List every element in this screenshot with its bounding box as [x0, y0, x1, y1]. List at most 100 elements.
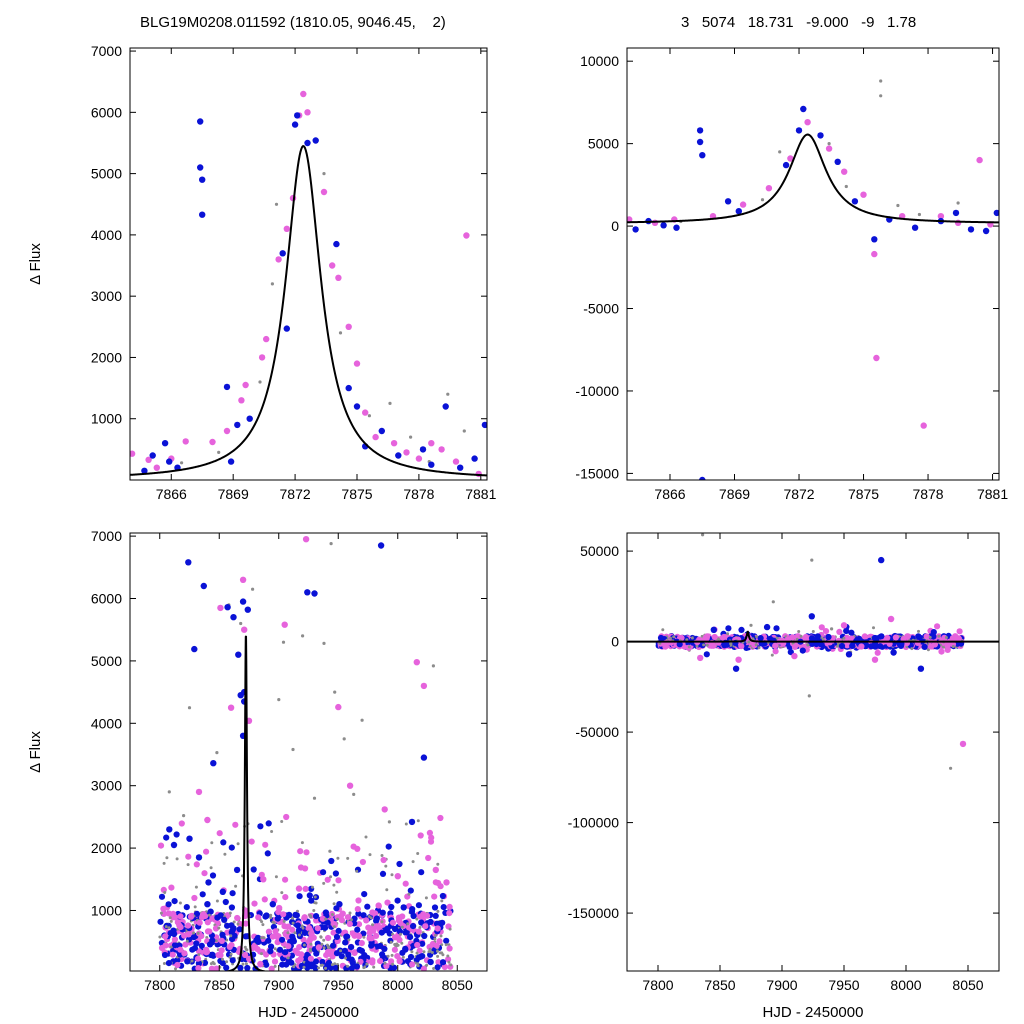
point-gray: [317, 966, 320, 970]
point-pink: [739, 201, 747, 208]
point-gray: [280, 891, 284, 895]
point-gray: [380, 920, 384, 924]
point-blue: [190, 934, 197, 941]
point-blue: [257, 823, 264, 830]
point-blue: [993, 209, 999, 217]
point-gray: [416, 852, 420, 855]
point-pink: [892, 634, 900, 641]
point-pink: [307, 955, 314, 962]
point-gray: [300, 924, 304, 928]
y-tick-label: 0: [611, 218, 619, 234]
point-pink: [283, 813, 290, 821]
point-gray: [330, 963, 334, 967]
point-gray: [291, 747, 295, 752]
point-blue: [443, 937, 450, 944]
point-pink: [765, 185, 773, 192]
point-pink: [130, 450, 136, 457]
model-curve: [130, 144, 487, 477]
point-blue: [199, 176, 206, 183]
point-pink: [203, 948, 211, 956]
point-blue: [878, 556, 885, 564]
point-blue: [165, 960, 172, 967]
point-pink: [204, 816, 211, 824]
point-blue: [313, 913, 320, 920]
point-blue: [229, 890, 236, 897]
point-gray: [190, 959, 194, 963]
point-pink: [181, 950, 188, 957]
point-pink: [861, 633, 868, 640]
point-pink: [335, 877, 342, 884]
point-pink: [212, 925, 220, 932]
point-gray: [726, 632, 730, 636]
point-blue: [849, 642, 856, 650]
point-blue: [407, 953, 415, 961]
point-pink: [396, 958, 403, 965]
point-gray: [296, 909, 299, 913]
point-gray: [842, 636, 846, 640]
point-gray: [338, 331, 343, 335]
point-gray: [424, 896, 428, 900]
point-pink: [344, 914, 351, 921]
point-blue: [274, 915, 281, 922]
point-pink: [436, 938, 443, 945]
point-pink: [354, 845, 361, 853]
point-gray: [446, 392, 450, 396]
point-blue: [373, 915, 380, 922]
point-gray: [196, 931, 200, 935]
point-blue: [234, 421, 241, 429]
point-blue: [871, 236, 878, 243]
point-blue: [388, 903, 395, 911]
point-gray: [415, 917, 419, 921]
x-tick-label: 7866: [156, 486, 187, 502]
point-blue: [338, 953, 345, 960]
point-gray: [187, 706, 192, 710]
point-pink: [319, 915, 326, 922]
panel-bottom-left: 7800 7850 7900 7950 8000 8050 1000 2000 3000 4000…: [27, 528, 488, 1021]
point-pink: [435, 879, 442, 887]
point-gray: [331, 913, 334, 916]
point-pink: [203, 848, 210, 855]
point-gray: [439, 934, 443, 938]
point-gray: [326, 946, 330, 949]
point-blue: [197, 164, 204, 171]
point-blue: [185, 559, 192, 566]
point-gray: [194, 885, 198, 889]
point-blue: [263, 912, 270, 920]
point-pink: [446, 945, 453, 952]
point-gray: [180, 461, 184, 465]
point-pink: [355, 921, 363, 928]
point-blue: [311, 590, 318, 597]
point-blue: [336, 901, 343, 908]
point-gray: [434, 933, 438, 937]
point-blue: [471, 455, 478, 462]
point-pink: [297, 848, 304, 855]
point-pink: [435, 959, 442, 966]
point-blue: [201, 959, 209, 967]
point-blue: [871, 641, 879, 648]
point-gray: [632, 43, 635, 46]
point-blue: [199, 211, 206, 218]
point-gray: [416, 819, 420, 823]
point-gray: [391, 962, 395, 966]
point-blue: [396, 928, 403, 935]
point-pink: [887, 615, 895, 623]
point-pink: [300, 90, 307, 98]
y-tick-label: 7000: [91, 528, 122, 544]
point-pink: [711, 633, 718, 641]
point-gray: [951, 645, 955, 648]
point-gray: [169, 945, 173, 949]
point-blue: [377, 942, 384, 950]
point-gray: [365, 962, 369, 966]
x-tick-label: 7850: [704, 977, 735, 993]
point-gray: [286, 956, 290, 960]
point-gray: [349, 918, 353, 922]
point-pink: [283, 225, 290, 232]
point-gray: [291, 921, 295, 925]
point-pink: [195, 788, 203, 796]
point-pink: [330, 929, 337, 936]
point-blue: [440, 904, 447, 911]
point-gray: [462, 429, 466, 433]
point-gray: [362, 935, 366, 939]
point-blue: [262, 959, 269, 966]
point-gray: [302, 943, 306, 947]
